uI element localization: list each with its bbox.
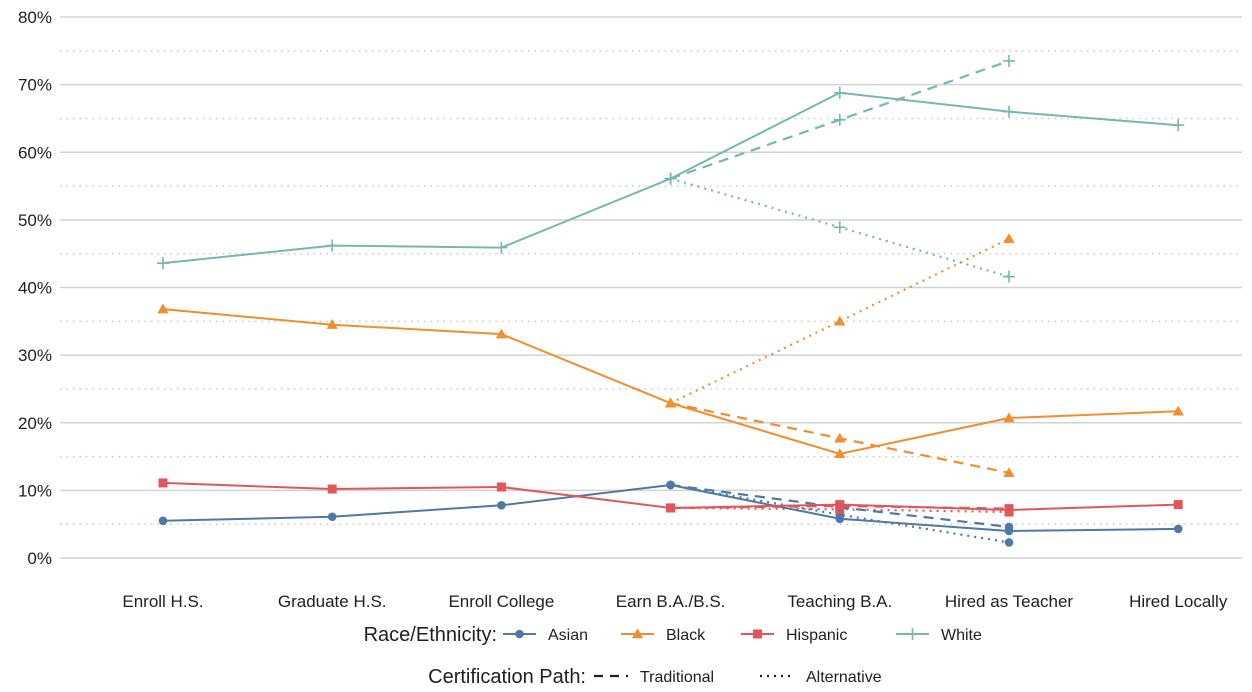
legend-race-title: Race/Ethnicity: [364, 624, 497, 646]
point-white-alternative [833, 221, 846, 234]
x-axis-tick-labels: Enroll H.S. Graduate H.S. Enroll College Ea… [122, 592, 1227, 611]
point-asian-overall [497, 500, 506, 510]
point-black-traditional [834, 432, 846, 443]
series-line-black-overall [162, 308, 1179, 455]
point-hispanic-overall [1004, 505, 1014, 515]
point-asian-overall [158, 516, 168, 526]
point-black-overall [834, 448, 846, 459]
x-tick-label: Graduate H.S. [278, 592, 387, 611]
y-tick-label: 20% [18, 414, 52, 433]
y-tick-label: 70% [18, 76, 52, 95]
series-line-asian-alternative [670, 483, 1010, 544]
y-tick-label: 50% [18, 211, 52, 230]
point-white-traditional [833, 113, 846, 126]
y-tick-label: 40% [18, 279, 52, 298]
point-asian-overall [835, 514, 845, 524]
point-asian-alternative [1004, 538, 1014, 547]
legend-marker-white [906, 628, 919, 640]
point-white-overall [157, 257, 169, 270]
legend-label-white: White [941, 627, 982, 644]
y-axis-tick-labels: 0% 10% 20% 30% 40% 50% 60% 70% 80% [18, 8, 52, 568]
legend-label-alternative: Alternative [806, 669, 882, 686]
point-black-traditional [1003, 467, 1015, 477]
point-black-overall [326, 319, 338, 329]
legend-label-black: Black [666, 627, 706, 644]
point-white-traditional [1003, 54, 1015, 67]
point-asian-overall [1173, 524, 1183, 534]
point-white-overall [833, 86, 846, 99]
point-hispanic-overall [158, 478, 168, 488]
legend-marker-black [631, 628, 644, 639]
point-black-overall [157, 303, 169, 314]
point-hispanic-overall [666, 503, 676, 513]
point-hispanic-overall [327, 484, 337, 494]
y-tick-label: 0% [27, 549, 52, 568]
point-white-overall [495, 241, 508, 254]
legend-marker-asian [515, 629, 524, 639]
legend-path-title: Certification Path: [428, 666, 586, 688]
point-hispanic-overall [496, 482, 506, 492]
series-lines [162, 59, 1179, 544]
y-tick-label: 80% [18, 8, 52, 27]
legend-marker-hispanic [753, 629, 762, 639]
legend-path-items: Traditional Alternative [594, 669, 882, 686]
x-tick-label: Hired Locally [1129, 592, 1228, 611]
legend-label-traditional: Traditional [640, 669, 714, 686]
point-hispanic-overall [835, 500, 845, 510]
point-black-overall [1003, 412, 1015, 423]
x-tick-label: Hired as Teacher [945, 592, 1074, 611]
series-markers [157, 54, 1185, 547]
point-white-alternative [1003, 270, 1015, 283]
y-tick-label: 60% [18, 143, 52, 162]
x-tick-label: Teaching B.A. [787, 592, 892, 611]
point-asian-overall [327, 512, 337, 522]
point-white-overall [664, 172, 677, 185]
y-tick-label: 30% [18, 346, 52, 365]
grid-lines [60, 16, 1242, 559]
legend-label-hispanic: Hispanic [786, 627, 847, 644]
y-tick-label: 10% [18, 481, 52, 500]
point-hispanic-overall [1173, 500, 1183, 510]
point-white-overall [1172, 119, 1185, 132]
point-black-alternative [834, 315, 846, 326]
point-black-overall [495, 328, 507, 339]
x-tick-label: Enroll H.S. [122, 592, 203, 611]
point-white-overall [326, 239, 339, 252]
point-asian-overall [666, 480, 675, 490]
legend-race-items: Asian Black Hispanic White [503, 627, 982, 644]
point-black-overall [1172, 405, 1184, 416]
point-black-alternative [1003, 233, 1015, 244]
point-asian-overall [1004, 526, 1014, 536]
legend: Race/Ethnicity: Asian Black Hispanic White … [364, 624, 982, 688]
x-tick-label: Enroll College [448, 592, 554, 611]
x-tick-label: Earn B.A./B.S. [616, 592, 726, 611]
point-black-overall [665, 397, 677, 408]
legend-label-asian: Asian [548, 627, 588, 644]
point-white-overall [1003, 105, 1015, 118]
